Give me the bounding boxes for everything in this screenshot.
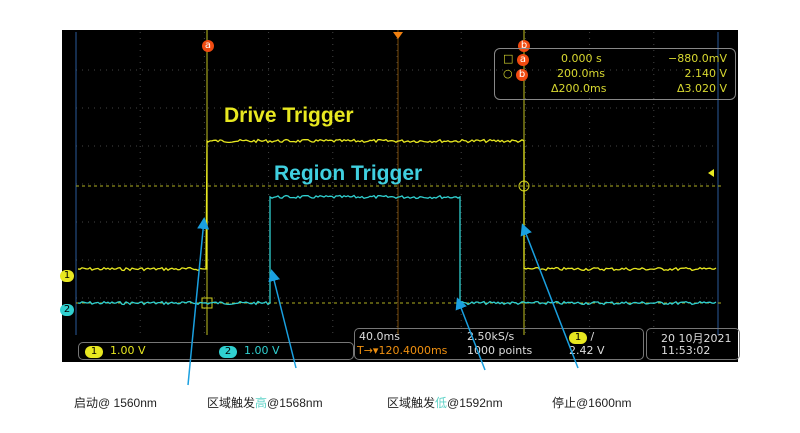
horizontal-delay: 120.4000ms — [378, 344, 448, 357]
stop-label: 停止@1600nm — [552, 396, 632, 410]
trigger-level-marker — [708, 169, 714, 177]
region-high-label: 区域触发高@1568nm — [207, 394, 323, 411]
datetime-panel: 20 10月2021 11:53:02 — [646, 328, 740, 360]
trigger-source: 1 — [569, 332, 587, 344]
channel-2-trace — [77, 194, 717, 306]
horizontal-trigger-panel[interactable]: 40.0ms T→▾120.4000ms 2.50kS/s 1000 point… — [354, 328, 644, 360]
timebase: 40.0ms — [359, 330, 400, 343]
region-high-prefix: 区域触发 — [207, 396, 256, 410]
channel-1-marker[interactable]: 1 — [60, 263, 74, 282]
ch1-scale: 1.00 V — [110, 344, 146, 357]
cursor-b-marker[interactable]: b — [518, 33, 530, 52]
trigger-position-marker — [393, 32, 403, 39]
sample-rate: 2.50kS/s — [467, 330, 515, 343]
ch2-marker-label: 2 — [60, 304, 74, 316]
channel-scale-panel[interactable]: 1 1.00 V 2 1.00 V — [78, 342, 354, 360]
region-low-suffix: @1592nm — [447, 396, 503, 410]
record-length: 1000 points — [467, 344, 533, 357]
ch1-chip: 1 — [85, 346, 103, 358]
cursor-a-volt: −880.0mV — [668, 52, 727, 65]
region-low-prefix: 区域触发 — [387, 396, 436, 410]
readout-a-badge: a — [516, 54, 529, 66]
time: 11:53:02 — [661, 344, 711, 357]
delta-volt: Δ3.020 V — [676, 82, 727, 95]
ch1-marker-label: 1 — [60, 270, 74, 282]
cursor-readout: □ a ○ b 0.000 s 200.0ms Δ200.0ms −880.0m… — [494, 48, 736, 100]
ch2-chip: 2 — [219, 346, 237, 358]
start-label: 启动@ 1560nm — [74, 396, 157, 410]
readout-b-badge: b — [516, 69, 529, 81]
cursor-b-badge: b — [518, 40, 530, 52]
trigger-level: 2.42 V — [569, 344, 605, 357]
delta-time: Δ200.0ms — [551, 82, 607, 95]
cursor-b-volt: 2.140 V — [684, 67, 727, 80]
cursor-b-row-icon: ○ b — [503, 67, 529, 81]
channel-2-marker[interactable]: 2 — [60, 297, 74, 316]
trigger-slope: / — [590, 330, 595, 343]
date: 20 10月2021 — [661, 332, 732, 345]
cursor-a-badge: a — [202, 40, 214, 52]
cursor-a-time: 0.000 s — [561, 52, 602, 65]
region-trigger-title: Region Trigger — [274, 162, 423, 185]
drive-trigger-title: Drive Trigger — [224, 104, 354, 127]
region-low-label: 区域触发低@1592nm — [387, 394, 503, 411]
region-low-word: 低 — [435, 396, 448, 410]
cursor-a-row-icon: □ a — [503, 52, 529, 66]
ch2-scale: 1.00 V — [244, 344, 280, 357]
cursor-a-marker[interactable]: a — [202, 33, 214, 52]
channel-1-trace — [77, 138, 717, 272]
cursor-b-time: 200.0ms — [557, 67, 605, 80]
region-high-suffix: @1568nm — [267, 396, 323, 410]
region-high-word: 高 — [255, 396, 268, 410]
